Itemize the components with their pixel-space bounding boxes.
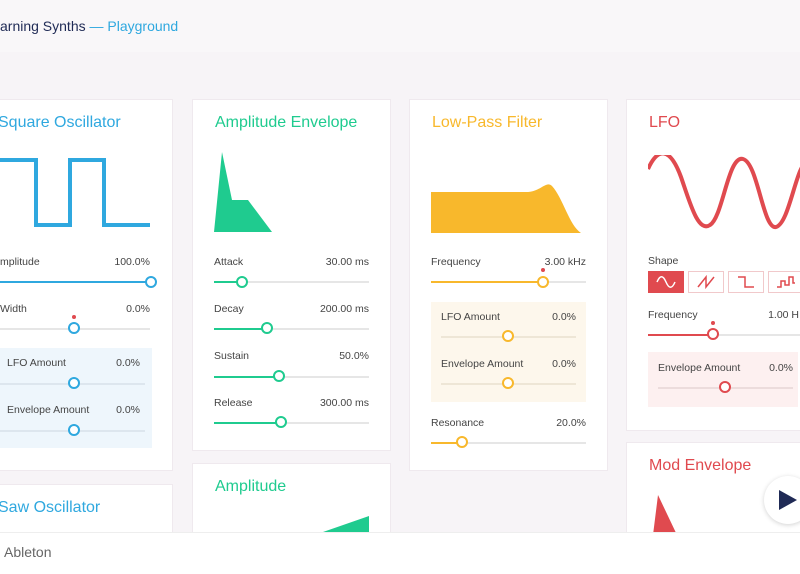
envelope-amount-label: Envelope Amount [441,358,524,370]
modulation-indicator-dot [711,321,715,325]
release-slider-fill [214,422,281,424]
shape-square-button[interactable] [728,271,764,293]
sustain-slider-knob[interactable] [273,370,285,382]
release-slider-knob[interactable] [275,416,287,428]
resonance-slider-fill [431,442,462,444]
envelope-amount-value: 0.0% [116,404,140,416]
shape-sawtooth-button[interactable] [688,271,724,293]
sustain-slider[interactable] [214,376,369,378]
square-oscillator-card: Square Oscillator mplitude 100.0% Width … [0,100,172,470]
attack-value: 30.00 ms [325,256,369,268]
lfo-amount-slider-knob[interactable] [68,377,80,389]
filter-modulation-panel: LFO Amount 0.0% Envelope Amount 0.0% [431,302,586,402]
resonance-label: Resonance [431,417,485,429]
saw-oscillator-card: Saw Oscillator [0,485,172,532]
lfo-card: LFO Shape Frequency 1.00 H Envelope Amou… [627,100,800,430]
frequency-slider-fill [431,281,543,283]
decay-slider-knob[interactable] [261,322,273,334]
modulation-indicator-dot [541,268,545,272]
amplitude-title: Amplitude [215,478,287,495]
decay-slider-fill [214,328,267,330]
envelope-amount-value: 0.0% [552,358,576,370]
attack-label: Attack [214,256,244,268]
app-canvas: arning Synths — Playground Square Oscill… [0,0,800,532]
sustain-slider-fill [214,376,279,378]
lfo-title: LFO [649,114,681,131]
attack-slider[interactable] [214,281,369,283]
width-value: 0.0% [126,303,150,315]
page-title: arning Synths — Playground [0,18,178,34]
envelope-amount-label: Envelope Amount [658,362,741,374]
mod-envelope-shape-icon [653,495,676,532]
release-value: 300.00 ms [319,397,369,409]
square-wave-icon [0,158,150,227]
frequency-slider-fill [648,334,713,336]
lfo-amount-value: 0.0% [116,357,140,369]
low-pass-filter-card: Low-Pass Filter Frequency 3.00 kHz LFO A… [410,100,607,470]
saw-oscillator-title: Saw Oscillator [0,499,101,516]
attack-slider-fill [214,281,242,283]
shape-sine-button[interactable] [648,271,684,293]
square-oscillator-title: Square Oscillator [0,114,121,131]
shape-label: Shape [648,255,679,267]
sustain-value: 50.0% [339,350,369,362]
width-slider-knob[interactable] [68,322,80,334]
lfo-amount-label: LFO Amount [7,357,66,369]
amplitude-slider[interactable] [0,281,150,283]
frequency-label: Frequency [648,309,698,321]
envelope-amount-slider-knob[interactable] [719,381,731,393]
decay-value: 200.00 ms [319,303,369,315]
amplitude-envelope-title: Amplitude Envelope [215,114,358,131]
play-button[interactable] [764,476,800,524]
amplitude-label: mplitude [0,256,40,268]
lfo-amount-value: 0.0% [552,311,576,323]
sustain-label: Sustain [214,350,250,362]
frequency-slider-knob[interactable] [707,328,719,340]
envelope-shape-icon [214,152,272,232]
amplitude-card: Amplitude [193,464,390,532]
sine-wave-icon [648,155,800,229]
footer: Ableton [0,532,800,574]
frequency-label: Frequency [431,256,481,268]
frequency-value: 1.00 H [768,309,799,321]
resonance-slider[interactable] [431,442,586,444]
decay-slider[interactable] [214,328,369,330]
release-label: Release [214,397,253,409]
lfo-amount-label: LFO Amount [441,311,500,323]
sine-icon [656,276,676,288]
modulation-indicator-dot [72,315,76,319]
resonance-value: 20.0% [556,417,586,429]
amplitude-shape-icon [323,516,369,532]
resonance-slider-knob[interactable] [456,436,468,448]
lfo-amount-slider-knob[interactable] [502,330,514,342]
random-step-icon [777,276,795,288]
footer-brand: Ableton [4,544,52,560]
envelope-amount-slider-knob[interactable] [502,377,514,389]
app-subtitle: — Playground [85,18,179,34]
play-icon [779,490,797,510]
release-slider[interactable] [214,422,369,424]
filter-curve-icon [431,184,581,233]
square-icon [738,276,754,288]
frequency-value: 3.00 kHz [544,256,586,268]
amplitude-value: 100.0% [114,256,150,268]
amplitude-envelope-card: Amplitude Envelope Attack 30.00 ms Decay… [193,100,390,450]
attack-slider-knob[interactable] [236,276,248,288]
frequency-slider-knob[interactable] [537,276,549,288]
low-pass-filter-title: Low-Pass Filter [432,114,543,131]
decay-label: Decay [214,303,244,315]
lfo-modulation-panel: Envelope Amount 0.0% [648,352,798,407]
mod-envelope-title: Mod Envelope [649,457,752,474]
envelope-amount-label: Envelope Amount [7,404,90,416]
header-bar: arning Synths — Playground [0,0,800,52]
frequency-slider[interactable] [648,334,800,336]
shape-random-button[interactable] [768,271,800,293]
square-modulation-panel: LFO Amount 0.0% Envelope Amount 0.0% [0,348,152,448]
amplitude-slider-knob[interactable] [145,276,157,288]
sawtooth-icon [697,275,715,289]
envelope-amount-slider-knob[interactable] [68,424,80,436]
app-title: arning Synths [0,18,86,34]
envelope-amount-value: 0.0% [769,362,793,374]
width-label: Width [0,303,27,315]
